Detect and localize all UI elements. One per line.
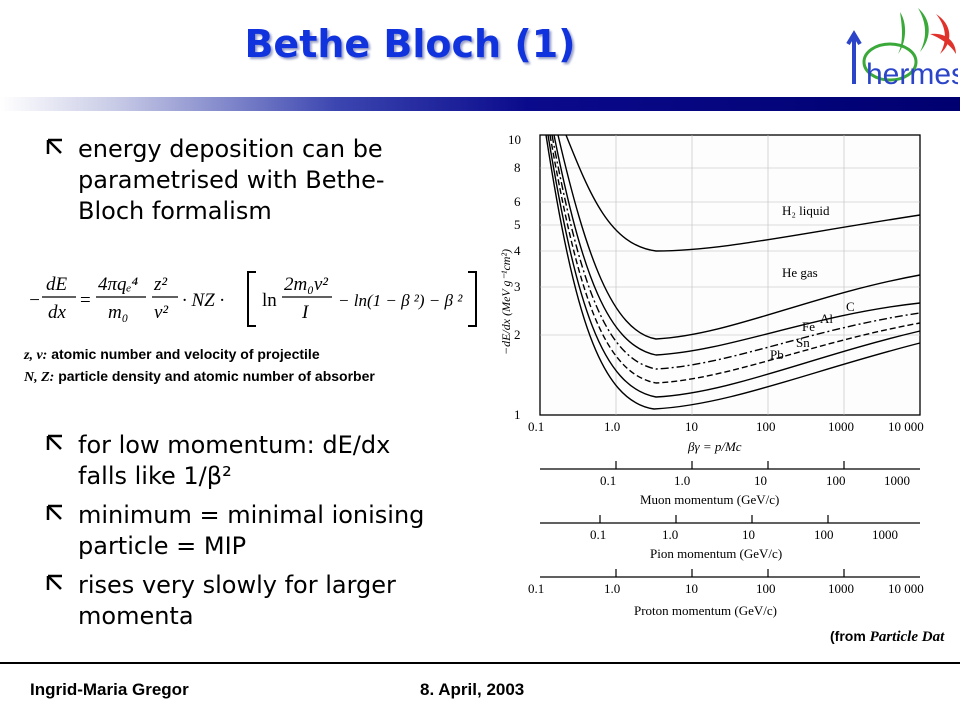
curve-pb: [545, 134, 921, 410]
curve-h2-liquid: [565, 134, 921, 252]
bullet-arrow-icon: [46, 434, 62, 450]
slide-title: Bethe Bloch (1): [244, 22, 576, 66]
proton-tick-label: 100: [756, 581, 776, 596]
muon-tick-label: 1.0: [674, 473, 690, 488]
svg-text:=: =: [80, 290, 91, 311]
pion-tick-label: 100: [814, 527, 834, 542]
formula-frac2-den: v²: [154, 302, 168, 323]
y-tick-label: 1: [514, 407, 521, 422]
curve-label: Pb: [770, 347, 784, 362]
svg-text:−: −: [28, 290, 41, 311]
pion-tick-label: 1.0: [662, 527, 678, 542]
formula-legend-line: z, v: atomic number and velocity of proj…: [24, 346, 320, 364]
proton-tick-label: 10 000: [888, 581, 924, 596]
proton-tick-label: 1000: [828, 581, 854, 596]
curve-al: [551, 134, 921, 370]
y-tick-label: 2: [514, 327, 521, 342]
x-tick-label: 1.0: [604, 419, 620, 434]
bullet-arrow-icon: [46, 504, 62, 520]
formula-frac3-num: 2m₀v²: [284, 274, 328, 295]
curve-he-gas: [557, 134, 921, 340]
muon-tick-label: 0.1: [600, 473, 616, 488]
curve-label: Sn: [796, 335, 810, 350]
formula-ln: ln: [262, 290, 277, 311]
curve-label: Al: [820, 311, 833, 326]
legend-text: particle density and atomic number of ab…: [58, 368, 375, 384]
pion-tick-label: 10: [742, 527, 755, 542]
footer-divider: [0, 662, 960, 664]
y-tick-label: 10: [508, 132, 521, 147]
bethe-bloch-formula: − dE dx = 4πqₑ⁴ m₀ z² v² · NZ · ln 2m₀v²…: [28, 271, 477, 327]
x-axis-label: βγ = p/Mc: [687, 439, 742, 454]
formula-lhs-den: dx: [48, 302, 67, 323]
proton-tick-label: 0.1: [528, 581, 544, 596]
pion-scale-label: Pion momentum (GeV/c): [650, 546, 782, 561]
y-axis-label: −dE/dx (MeV g⁻¹cm²): [499, 249, 513, 355]
energy-loss-graph: 1 2 3 4 5 6 8 10 −dE/dx (MeV g⁻¹cm²) 0.1…: [499, 132, 924, 618]
title-bar: [0, 97, 960, 111]
curve-label: He gas: [782, 265, 818, 280]
credit-prefix: (from: [830, 628, 866, 644]
source-credit: (from Particle Dat: [830, 628, 944, 646]
footer-author: Ingrid-Maria Gregor: [30, 680, 189, 699]
legend-symbol: z, v:: [24, 348, 48, 363]
legend-symbol: N, Z:: [24, 370, 55, 385]
muon-tick-label: 100: [826, 473, 846, 488]
bullet-text: for low momentum: dE/dx falls like 1/β²: [78, 431, 391, 490]
pion-tick-label: 1000: [872, 527, 898, 542]
muon-tick-label: 10: [754, 473, 767, 488]
y-tick-label: 8: [514, 160, 521, 175]
x-tick-label: 10: [685, 419, 698, 434]
proton-tick-label: 10: [685, 581, 698, 596]
formula-frac3-den: I: [301, 302, 310, 323]
legend-text: atomic number and velocity of projectile: [51, 346, 320, 362]
formula-tail: − ln(1 − β ²) − β ²: [338, 291, 463, 310]
formula-nz: · NZ ·: [182, 290, 224, 311]
x-tick-label: 100: [756, 419, 776, 434]
curve-label: Fe: [802, 319, 815, 334]
curve-label: H₂ liquid: [782, 203, 830, 218]
muon-scale-label: Muon momentum (GeV/c): [640, 492, 779, 507]
x-tick-label: 0.1: [528, 419, 544, 434]
pion-tick-label: 0.1: [590, 527, 606, 542]
formula-lhs-num: dE: [46, 274, 68, 295]
formula-frac2-num: z²: [153, 274, 167, 295]
formula-frac1-den: m₀: [108, 302, 128, 323]
formula-legend-line: N, Z: particle density and atomic number…: [24, 368, 375, 386]
credit-source: Particle Dat: [869, 629, 945, 645]
curve-c: [553, 134, 921, 356]
x-tick-label: 1000: [828, 419, 854, 434]
curve-sn: [547, 134, 921, 398]
logo-text: hermes: [866, 58, 958, 91]
bullet-text: energy deposition can be parametrised wi…: [78, 135, 385, 225]
bullet-arrow-icon: [46, 574, 62, 590]
hermes-logo: hermes: [846, 8, 958, 91]
formula-frac1-num: 4πqₑ⁴: [98, 274, 139, 295]
curve-label: C: [846, 299, 855, 314]
y-tick-label: 3: [514, 279, 521, 294]
x-tick-label: 10 000: [888, 419, 924, 434]
y-tick-label: 6: [514, 194, 521, 209]
proton-tick-label: 1.0: [604, 581, 620, 596]
y-tick-label: 5: [514, 217, 521, 232]
curve-fe: [549, 134, 921, 384]
bullet-text: minimum = minimal ionising particle = MI…: [78, 501, 425, 560]
muon-tick-label: 1000: [884, 473, 910, 488]
proton-scale-label: Proton momentum (GeV/c): [634, 603, 777, 618]
bullet-text: rises very slowly for larger momenta: [78, 571, 396, 630]
bullet-arrow-icon: [46, 138, 62, 154]
y-tick-label: 4: [514, 243, 521, 258]
footer-date: 8. April, 2003: [420, 680, 525, 699]
